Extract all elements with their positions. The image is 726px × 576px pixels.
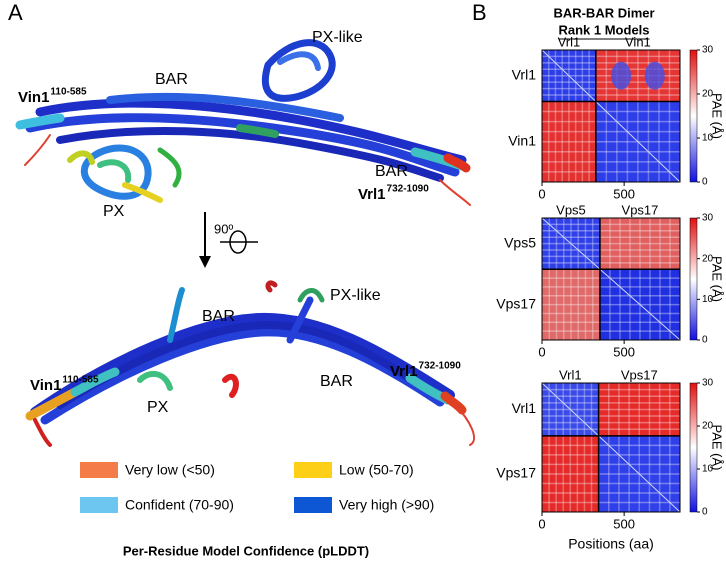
column-label: Vps17	[622, 202, 659, 217]
vrl1-label-name: Vrl1	[390, 363, 418, 380]
heatmap-frame	[541, 217, 681, 341]
legend-label: Very low (<50)	[125, 462, 215, 478]
column-label: Vin1	[625, 34, 651, 49]
colorbar-tick-label: 30	[702, 378, 714, 389]
colorbar-tick-label: 20	[702, 253, 714, 264]
row-label: Vps5	[504, 234, 536, 250]
row-label: Vin1	[508, 132, 536, 148]
bar-label: BAR	[320, 373, 353, 390]
colorbar-label: PAE (Å)	[710, 93, 725, 139]
vin1-label-name: Vin1	[30, 377, 61, 394]
heatmap-texture	[611, 61, 632, 90]
x-tick-label: 0	[538, 344, 545, 359]
legend-label: Low (50-70)	[339, 462, 414, 478]
vin1-label-range: 110-585	[62, 375, 99, 386]
vrl1-label-range: 732-1090	[419, 361, 462, 372]
colorbar-tick-label: 10	[702, 133, 714, 144]
column-label: Vrl1	[559, 367, 582, 382]
bar-label: BAR	[155, 71, 188, 88]
row-label: Vrl1	[512, 400, 537, 416]
column-label: Vps5	[556, 202, 586, 217]
heatmap-frame	[541, 382, 681, 513]
colorbar	[689, 217, 698, 341]
column-label: Vps17	[621, 367, 658, 382]
colorbar	[689, 382, 698, 513]
heatmap-diagonal	[541, 49, 681, 183]
heatmap-block	[542, 435, 599, 512]
heatmap-block	[542, 101, 596, 182]
legend-title: Per-Residue Model Confidence (pLDDT)	[123, 543, 369, 558]
colorbar-label: PAE (Å)	[710, 256, 725, 302]
heatmap-diagonal	[541, 382, 681, 513]
structure-top	[15, 39, 471, 206]
colorbar-label: PAE (Å)	[710, 425, 725, 471]
bar-label: BAR	[375, 163, 408, 180]
bar-label: BAR	[202, 308, 235, 325]
row-label: Vps17	[496, 465, 536, 481]
row-label: Vps17	[496, 295, 536, 311]
panel-label: A	[8, 0, 23, 25]
colorbar-tick-label: 10	[702, 464, 714, 475]
colorbar-tick-label: 0	[702, 507, 708, 518]
colorbar-tick-label: 30	[702, 213, 714, 224]
panel-title: BAR-BAR Dimer	[553, 5, 654, 20]
legend-swatch	[80, 497, 118, 513]
x-axis-label: Positions (aa)	[568, 536, 654, 552]
x-tick-label: 0	[538, 516, 545, 531]
vin1-label-name: Vin1	[18, 89, 49, 106]
heatmap	[541, 217, 681, 341]
px-label: PX	[147, 399, 169, 416]
panel-label: B	[472, 0, 487, 25]
x-tick-label: 500	[613, 344, 635, 359]
colorbar-tick-label: 0	[702, 335, 708, 346]
colorbar-tick-label: 20	[702, 89, 714, 100]
px-label: PX	[103, 203, 125, 220]
legend-swatch	[80, 462, 118, 478]
heatmap-frame	[541, 49, 681, 183]
heatmap-diagonal	[541, 217, 681, 341]
legend-swatch	[294, 462, 332, 478]
px-like-label: PX-like	[330, 287, 381, 304]
colorbar-tick-label: 20	[702, 421, 714, 432]
colorbar-tick-label: 10	[702, 294, 714, 305]
heatmap	[541, 382, 681, 513]
colorbar	[689, 49, 698, 183]
row-label: Vrl1	[512, 66, 537, 82]
px-like-label: PX-like	[312, 29, 363, 46]
x-tick-label: 0	[538, 186, 545, 201]
heatmap-block	[542, 269, 600, 340]
rotation-indicator	[199, 212, 258, 268]
heatmap-texture	[644, 61, 665, 90]
panel-subtitle: Rank 1 Models	[558, 22, 649, 37]
heatmap-block	[599, 218, 680, 270]
rotation-label: 90º	[214, 221, 233, 236]
legend-label: Very high (>90)	[339, 497, 434, 513]
colorbar-tick-label: 30	[702, 45, 714, 56]
x-tick-label: 500	[613, 186, 635, 201]
vin1-label-range: 110-585	[50, 87, 87, 98]
colorbar-tick-label: 0	[702, 177, 708, 188]
x-tick-label: 500	[613, 516, 635, 531]
column-label: Vrl1	[558, 34, 581, 49]
legend-swatch	[294, 497, 332, 513]
vrl1-label-name: Vrl1	[358, 186, 386, 203]
vrl1-label-range: 732-1090	[387, 184, 430, 195]
heatmap-block	[598, 383, 680, 436]
heatmap	[541, 49, 681, 183]
legend-label: Confident (70-90)	[125, 497, 234, 513]
heatmap-block	[595, 50, 680, 102]
structure-bottom	[25, 280, 475, 447]
